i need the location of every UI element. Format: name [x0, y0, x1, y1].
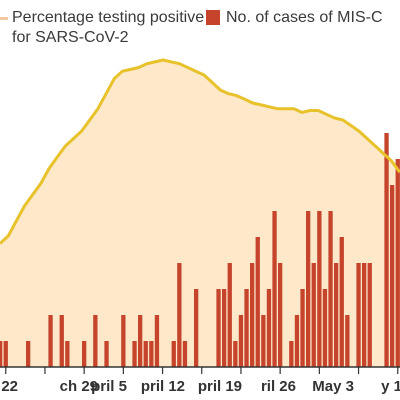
mis-c-bar	[339, 237, 344, 367]
mis-c-bar	[261, 315, 266, 367]
mis-c-bar	[328, 211, 333, 367]
mis-c-bar	[278, 263, 283, 367]
x-tick-label: pril 5	[91, 378, 127, 395]
mis-c-bar	[289, 341, 294, 367]
x-tick-label: pril 19	[198, 378, 242, 395]
mis-c-bar	[48, 315, 53, 367]
x-tick-label: pril 12	[141, 378, 185, 395]
mis-c-bar	[250, 263, 255, 367]
x-axis-ticks	[5, 367, 399, 374]
mis-c-bar	[311, 263, 316, 367]
mis-c-bar	[93, 315, 98, 367]
mis-c-bar	[121, 315, 126, 367]
mis-c-bar	[300, 289, 305, 367]
mis-c-bar	[149, 341, 154, 367]
x-tick-label: ril 26	[261, 378, 296, 395]
mis-c-bar	[334, 263, 339, 367]
mis-c-bar	[132, 341, 137, 367]
legend-bar-label: No. of cases of MIS-C	[226, 9, 383, 26]
mis-c-bar	[317, 211, 322, 367]
legend-bar-swatch	[206, 10, 220, 25]
legend-line-swatch	[0, 17, 8, 20]
mis-c-bar	[216, 289, 221, 367]
mis-c-bar	[244, 289, 249, 367]
mis-c-bar	[104, 341, 109, 367]
mis-c-bar	[138, 315, 143, 367]
mis-c-bar	[227, 263, 232, 367]
mis-c-bar	[222, 289, 227, 367]
mis-c-bar	[233, 341, 238, 367]
mis-c-bar	[384, 133, 389, 367]
mis-c-bar	[154, 315, 160, 367]
mis-c-bar	[395, 159, 400, 367]
mis-c-bar	[82, 341, 87, 367]
mis-c-bar	[143, 341, 148, 367]
mis-c-bar	[390, 185, 395, 367]
mis-c-bar	[177, 263, 182, 367]
mis-c-bar	[238, 315, 244, 367]
legend-line-label-2: for SARS-CoV-2	[12, 29, 129, 46]
mis-c-bar	[306, 211, 311, 367]
mis-c-bar	[272, 211, 277, 367]
percentage-positive-line	[0, 58, 400, 245]
x-tick-label: ch 29	[60, 378, 98, 395]
mis-c-bar	[322, 289, 328, 367]
legend-line-label-1: Percentage testing positive	[12, 9, 205, 26]
mis-c-bar	[65, 341, 70, 367]
mis-c-bar	[356, 263, 361, 367]
mis-c-bar	[255, 237, 260, 367]
percentage-positive-area	[0, 60, 400, 367]
mis-c-bar	[26, 341, 31, 367]
x-tick-label: 22	[1, 378, 18, 395]
mis-c-bar	[367, 263, 372, 367]
mis-c-bar	[194, 289, 199, 367]
mis-c-bar	[0, 341, 3, 367]
mis-c-bar	[3, 341, 8, 367]
mis-c-bars	[0, 133, 400, 367]
x-tick-label: y 1	[381, 378, 400, 395]
x-tick-label: May 3	[312, 378, 354, 395]
mis-c-bar	[59, 315, 64, 367]
mis-c-bar	[294, 315, 300, 367]
mis-c-bar	[362, 263, 367, 367]
mis-c-bar	[182, 341, 188, 367]
mis-c-bar	[266, 289, 272, 367]
mis-c-bar	[171, 341, 176, 367]
mis-c-bar	[345, 315, 350, 367]
